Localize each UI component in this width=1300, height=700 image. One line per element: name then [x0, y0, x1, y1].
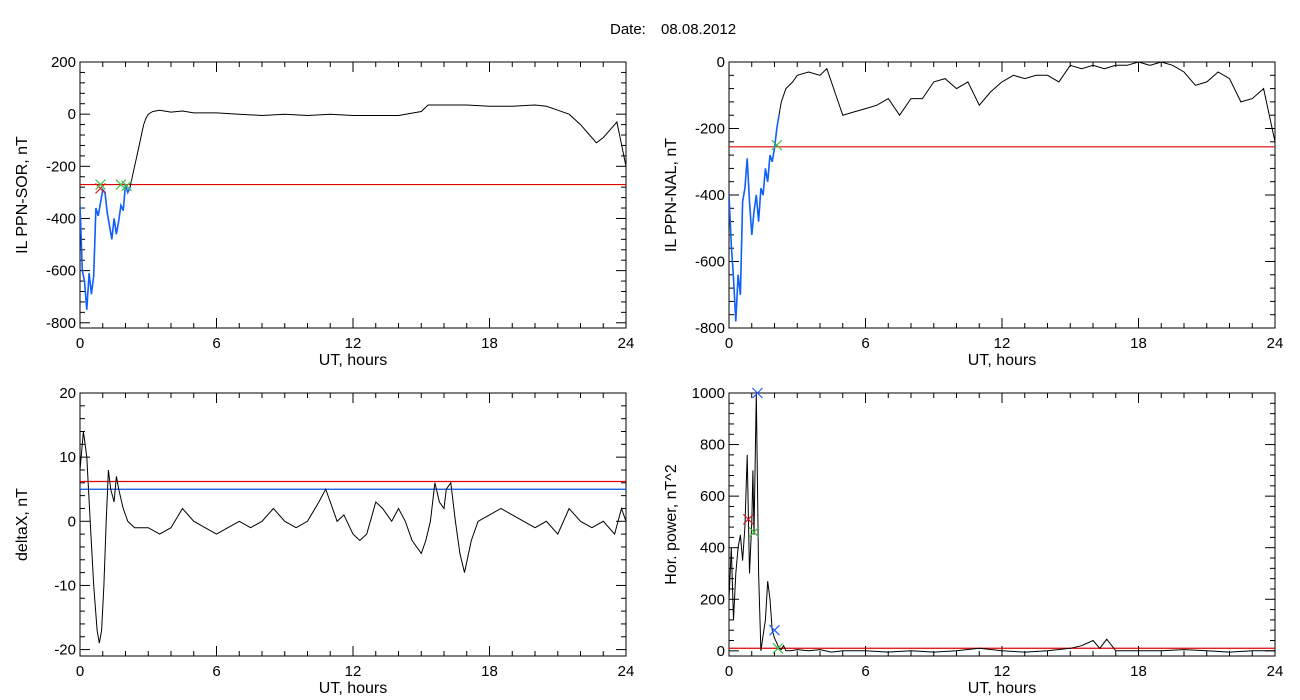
y-tick-label: 0	[717, 54, 725, 71]
x-tick-label: 0	[76, 335, 84, 352]
y-tick-label: 10	[59, 449, 76, 466]
figure-title-label: Date:	[610, 21, 646, 38]
y-tick-label: 600	[700, 488, 725, 505]
y-axis-label: IL PPN-SOR, nT	[14, 136, 31, 254]
highlight-segment	[80, 184, 131, 310]
marker-green	[748, 526, 760, 538]
marker-red	[95, 183, 106, 194]
plot-frame	[79, 392, 627, 657]
y-tick-label: -200	[695, 121, 725, 138]
y-tick-label: -600	[46, 263, 76, 280]
x-tick-label: 24	[618, 335, 635, 352]
series-line	[80, 431, 626, 644]
plot-frame	[79, 61, 627, 329]
x-tick-label: 6	[861, 663, 869, 680]
x-tick-label: 0	[76, 663, 84, 680]
chart-il-ppn-sor: 0 6 12 18 24 -800 -600 -400 -200 0 200 UT, hours IL …	[14, 54, 634, 369]
series-line	[80, 104, 626, 310]
y-axis-label: IL PPN-NAL, nT	[663, 138, 680, 252]
marker-blue	[752, 387, 763, 399]
x-tick-label: 12	[994, 663, 1011, 680]
y-tick-label: 800	[700, 437, 725, 454]
y-tick-label: -10	[54, 577, 76, 594]
x-tick-label: 6	[212, 335, 220, 352]
x-tick-label: 24	[618, 663, 635, 680]
marker-blue	[769, 624, 780, 636]
y-axis-label: Hor. power, nT^2	[663, 464, 680, 585]
y-tick-label: 400	[700, 540, 725, 557]
y-tick-label: 200	[51, 54, 76, 71]
plot-frame	[728, 392, 1276, 657]
x-tick-label: 6	[861, 335, 869, 352]
x-tick-label: 24	[1267, 663, 1284, 680]
marker-red	[742, 513, 754, 525]
x-tick-label: 12	[345, 335, 362, 352]
marker-green	[771, 139, 783, 151]
x-tick-label: 12	[345, 663, 362, 680]
y-tick-label: 0	[717, 643, 725, 660]
marker-green	[121, 180, 133, 192]
figure-title-date: 08.08.2012	[661, 21, 736, 38]
marker-green	[772, 642, 784, 654]
x-tick-label: 18	[1130, 335, 1147, 352]
x-axis-label: UT, hours	[319, 680, 387, 697]
y-tick-label: -800	[46, 315, 76, 332]
y-tick-label: 20	[59, 385, 76, 402]
highlight-segment	[729, 115, 780, 322]
x-axis-label: UT, hours	[319, 352, 387, 369]
x-tick-label: 6	[212, 663, 220, 680]
chart-horizontal-power: 0 6 12 18 24 0 200 400 600 800 1000 UT, hours Hor. p…	[663, 385, 1283, 697]
y-tick-label: -800	[695, 320, 725, 337]
chart-deltax: 0 6 12 18 24 -20 -10 0 10 20 UT, hours deltaX, nT	[14, 385, 634, 697]
y-tick-label: -20	[54, 642, 76, 659]
y-tick-label: -600	[695, 254, 725, 271]
series-line	[729, 393, 1275, 653]
x-tick-label: 18	[1130, 663, 1147, 680]
y-tick-label: 200	[700, 591, 725, 608]
series-line	[729, 62, 1275, 322]
x-tick-label: 18	[481, 663, 498, 680]
plot-frame	[728, 61, 1276, 329]
x-tick-label: 12	[994, 335, 1011, 352]
x-tick-label: 0	[725, 335, 733, 352]
x-tick-label: 18	[481, 335, 498, 352]
y-tick-label: -400	[695, 187, 725, 204]
y-tick-label: 0	[68, 106, 76, 123]
x-tick-label: 24	[1267, 335, 1284, 352]
y-axis-label: deltaX, nT	[14, 488, 31, 561]
y-tick-label: 0	[68, 513, 76, 530]
x-axis-label: UT, hours	[968, 680, 1036, 697]
y-tick-label: 1000	[692, 385, 725, 402]
y-tick-label: -400	[46, 210, 76, 227]
marker-green	[95, 179, 106, 190]
x-tick-label: 0	[725, 663, 733, 680]
y-tick-label: -200	[46, 158, 76, 175]
chart-il-ppn-nal: 0 6 12 18 24 -800 -600 -400 -200 0 UT, hours IL PPN…	[663, 54, 1283, 369]
x-axis-label: UT, hours	[968, 352, 1036, 369]
